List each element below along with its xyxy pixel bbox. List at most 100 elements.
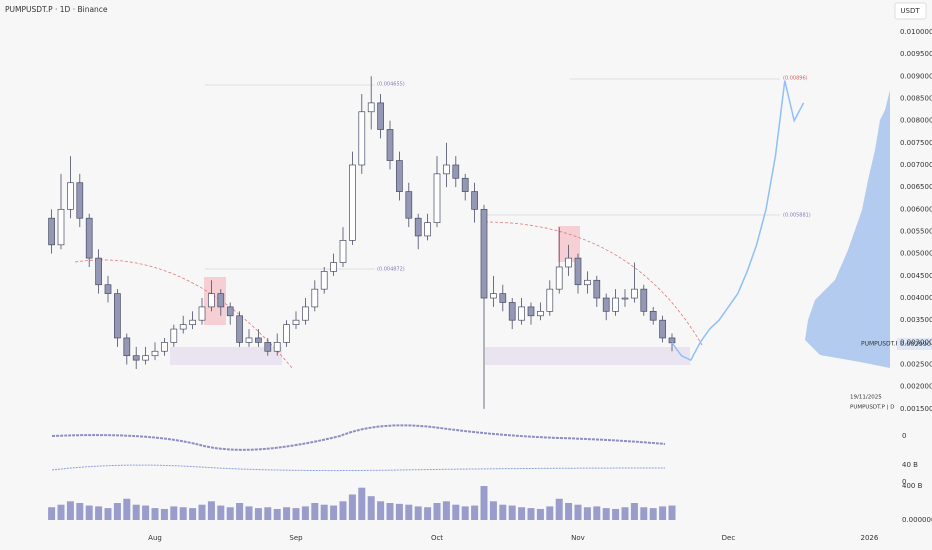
candle-body bbox=[640, 288, 648, 312]
y-tick-label: 0.007500 bbox=[900, 139, 932, 147]
candle-body bbox=[367, 102, 375, 113]
annotation: (0.004872) bbox=[377, 267, 405, 273]
candle-body bbox=[349, 164, 356, 241]
footer-symbol: PUMPUSDT.P | D bbox=[850, 405, 895, 411]
candle-body bbox=[358, 111, 366, 166]
candle-body bbox=[208, 293, 215, 308]
candle-body bbox=[537, 310, 544, 317]
volume-bar bbox=[583, 507, 591, 520]
indicator-line bbox=[51, 424, 666, 451]
demand-zone bbox=[485, 347, 690, 365]
x-tick-label: Dec bbox=[722, 534, 736, 542]
y-tick-label: 0.005000 bbox=[900, 250, 932, 258]
y-tick-label: 0.003500 bbox=[900, 316, 932, 324]
candle-body bbox=[48, 217, 55, 246]
candle-body bbox=[76, 182, 84, 219]
volume-bar bbox=[123, 498, 131, 520]
volume-bar bbox=[612, 508, 620, 520]
volume-bar bbox=[452, 504, 460, 520]
candle-body bbox=[95, 257, 102, 286]
y-tick-label: 0.002500 bbox=[900, 361, 932, 369]
indicator-label: 0 bbox=[902, 478, 906, 486]
candle-body bbox=[499, 293, 507, 303]
candle-body bbox=[433, 173, 441, 223]
x-tick-label: Nov bbox=[571, 534, 585, 542]
volume-bar bbox=[151, 508, 159, 520]
candle-body bbox=[574, 257, 582, 286]
candle-body bbox=[508, 302, 516, 321]
candle-body bbox=[114, 293, 121, 339]
volume-bar bbox=[292, 508, 300, 520]
volume-bar bbox=[273, 508, 281, 520]
y-tick-label: 0.002000 bbox=[900, 383, 932, 391]
candle-body bbox=[161, 342, 168, 352]
volume-bar bbox=[254, 508, 262, 520]
candle-body bbox=[264, 342, 272, 352]
y-tick-label: 0.009500 bbox=[900, 50, 932, 58]
volume-bar bbox=[160, 508, 168, 520]
volume-bar bbox=[226, 507, 234, 520]
candle-body bbox=[555, 266, 563, 290]
candle-body bbox=[57, 208, 65, 246]
candle-body bbox=[471, 191, 478, 210]
currency-box[interactable] bbox=[894, 2, 927, 20]
y-tick-label: 0.008500 bbox=[900, 94, 932, 102]
volume-bar bbox=[480, 486, 488, 520]
volume-bar bbox=[339, 501, 347, 520]
candle-body bbox=[396, 160, 403, 192]
x-tick-label: Aug bbox=[148, 534, 162, 542]
candle-body bbox=[339, 240, 347, 263]
candle-body bbox=[283, 324, 290, 343]
candle-body bbox=[179, 324, 187, 330]
candle-body bbox=[236, 315, 243, 343]
candle-body bbox=[142, 355, 149, 361]
volume-bar bbox=[76, 503, 84, 520]
candle-body bbox=[461, 177, 469, 192]
volume-bar bbox=[85, 505, 93, 520]
candle-body bbox=[226, 306, 234, 317]
candle-body bbox=[132, 355, 140, 361]
candle-body bbox=[518, 306, 525, 321]
candle-body bbox=[424, 222, 431, 237]
y-tick-label: 0.010000 bbox=[900, 28, 932, 36]
y-tick-label: 0.003000 bbox=[900, 338, 932, 346]
volume-bar bbox=[207, 501, 215, 520]
volume-bar bbox=[66, 501, 74, 520]
candle-body bbox=[302, 306, 309, 321]
volume-bar bbox=[649, 508, 657, 520]
currency: USDT bbox=[900, 7, 920, 15]
y-tick-label: 0.001500 bbox=[900, 405, 932, 413]
arc bbox=[484, 221, 703, 346]
volume-bar bbox=[113, 503, 121, 520]
candle-body bbox=[217, 293, 225, 308]
volume-bar bbox=[640, 507, 648, 520]
candle-body bbox=[320, 271, 328, 290]
candle-body bbox=[85, 217, 93, 259]
volume-bar bbox=[414, 506, 422, 520]
candle-body bbox=[452, 164, 460, 179]
projection-line bbox=[671, 80, 805, 362]
volume-bar bbox=[170, 506, 178, 520]
candle-body bbox=[255, 337, 262, 343]
candle-body bbox=[649, 310, 657, 321]
volume-bar bbox=[57, 504, 65, 520]
candle-body bbox=[170, 328, 178, 343]
volume-bar bbox=[283, 507, 291, 520]
candle-body bbox=[546, 288, 554, 312]
volume-profile bbox=[805, 90, 890, 368]
volume-bar bbox=[358, 487, 366, 520]
volume-bar bbox=[132, 504, 140, 520]
volume-bar bbox=[499, 504, 507, 520]
volume-bar bbox=[565, 503, 573, 520]
volume-bar bbox=[142, 505, 150, 520]
annotation: (0.004655) bbox=[377, 82, 405, 88]
volume-bar bbox=[518, 507, 526, 520]
indicator-line bbox=[51, 464, 666, 472]
candle-body bbox=[311, 288, 319, 308]
volume-bar bbox=[668, 505, 676, 520]
candle-body bbox=[405, 191, 413, 219]
volume-bar bbox=[348, 494, 356, 520]
